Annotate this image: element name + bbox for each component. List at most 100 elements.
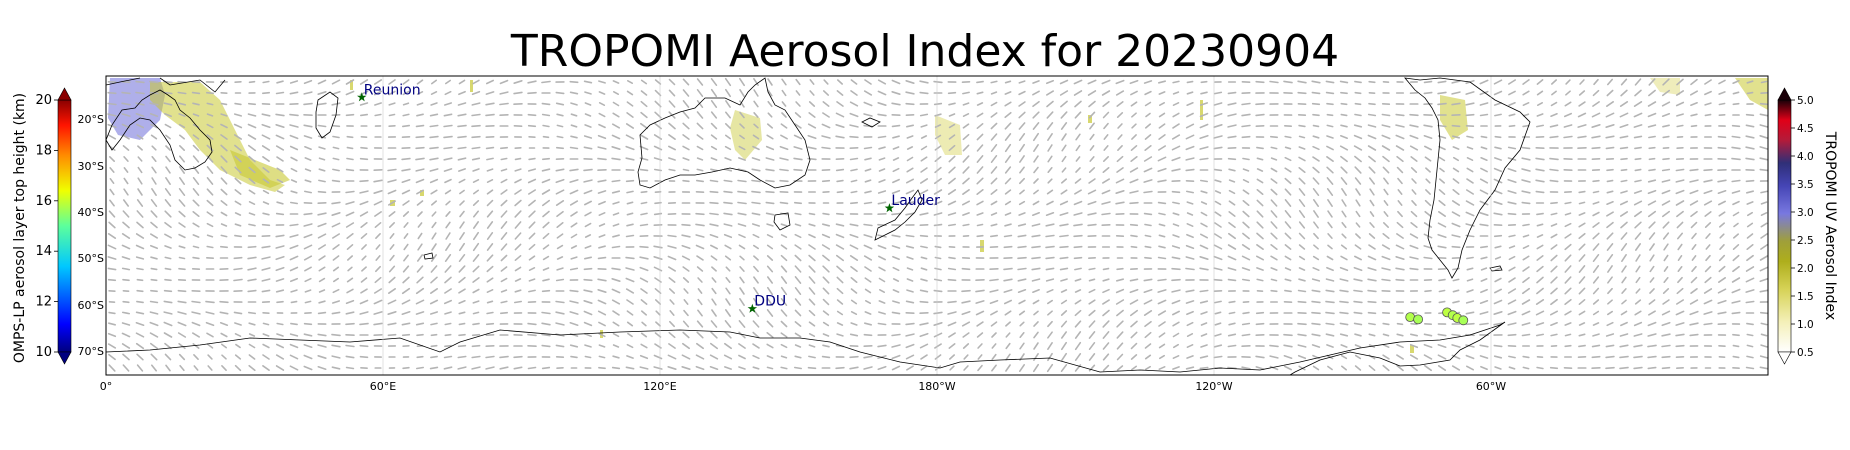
lon-tick-180w: 180°W (918, 380, 955, 393)
wind-arrow (709, 342, 719, 350)
wind-arrow (1493, 212, 1503, 216)
right-colorbar-tick-label: 3.5 (1797, 179, 1814, 191)
wind-arrow (1354, 244, 1362, 250)
wind-arrow (1661, 168, 1671, 172)
wind-arrow (164, 210, 172, 218)
wind-arrow (1311, 333, 1321, 337)
wind-arrow (724, 320, 732, 328)
wind-arrow (1747, 211, 1753, 217)
wind-arrow (107, 256, 117, 260)
wind-arrow (458, 276, 466, 284)
wind-arrow (919, 189, 929, 195)
wind-arrow (1298, 188, 1306, 196)
wind-arrow (430, 322, 438, 326)
wind-arrow (179, 145, 185, 151)
wind-arrow (123, 177, 129, 185)
wind-arrow (1004, 177, 1012, 185)
wind-arrow (1647, 112, 1657, 118)
wind-arrow (737, 201, 747, 205)
wind-arrow (331, 102, 341, 106)
wind-arrow (1690, 221, 1698, 229)
wind-arrow (1312, 188, 1320, 196)
wind-arrow (1507, 168, 1517, 172)
wind-arrow (780, 265, 788, 273)
wind-arrow (822, 298, 830, 306)
wind-arrow (667, 145, 677, 151)
wind-arrow (1089, 122, 1095, 130)
wind-arrow (1339, 322, 1349, 326)
wind-arrow (486, 221, 494, 229)
wind-arrow (303, 255, 313, 261)
wind-arrow (1635, 288, 1641, 294)
wind-arrow (1311, 102, 1321, 106)
wind-arrow (359, 299, 369, 305)
wind-arrow (261, 113, 271, 117)
wind-arrow (1298, 135, 1306, 139)
wind-arrow (1663, 276, 1669, 284)
wind-arrow (360, 288, 368, 294)
wind-arrow (780, 123, 788, 129)
wind-arrow (1213, 102, 1223, 106)
wind-arrow (933, 289, 943, 293)
wind-arrow (795, 90, 801, 96)
wind-arrow (1213, 135, 1223, 139)
wind-arrow (1382, 322, 1390, 326)
wind-arrow (766, 244, 774, 250)
omps-point (1458, 315, 1469, 326)
wind-arrow (177, 311, 187, 315)
wind-arrow (1717, 190, 1727, 194)
wind-arrow (583, 332, 593, 338)
wind-arrow (611, 190, 621, 194)
wind-arrow (961, 321, 971, 327)
wind-arrow (401, 168, 411, 172)
wind-arrow (990, 91, 998, 95)
wind-arrow (1437, 245, 1447, 249)
wind-arrow (920, 245, 928, 249)
wind-arrow (1325, 311, 1335, 315)
wind-arrow (711, 266, 717, 272)
wind-arrow (472, 242, 480, 252)
wind-arrow (1005, 321, 1011, 327)
wind-arrow (1005, 332, 1011, 338)
wind-arrow (1605, 333, 1615, 337)
wind-arrow (822, 265, 830, 273)
wind-arrow (345, 344, 355, 348)
wind-arrow (1172, 366, 1180, 370)
wind-arrow (1437, 102, 1447, 106)
wind-arrow (640, 310, 648, 316)
wind-arrow (1508, 124, 1516, 128)
wind-arrow (1255, 355, 1265, 359)
wind-arrow (696, 331, 704, 339)
wind-arrow (1507, 190, 1517, 194)
wind-arrow (990, 80, 998, 84)
wind-arrow (877, 355, 887, 359)
wind-arrow (808, 309, 816, 317)
wind-arrow (121, 322, 131, 326)
wind-arrow (878, 277, 886, 283)
wind-arrow (177, 102, 187, 106)
wind-arrow (207, 365, 213, 371)
wind-arrow (849, 124, 859, 128)
right-colorbar-ticks: 0.51.01.52.02.53.03.54.04.55.0 (1791, 95, 1814, 359)
wind-arrow (1367, 145, 1377, 151)
wind-arrow (472, 277, 480, 283)
wind-arrow (1088, 309, 1096, 317)
wind-arrow (920, 167, 928, 173)
wind-arrow (752, 331, 760, 339)
wind-arrow (1003, 234, 1013, 238)
wind-arrow (179, 134, 185, 140)
wind-arrow (1355, 188, 1361, 196)
wind-arrow (108, 322, 116, 326)
wind-arrow (389, 254, 395, 262)
wind-arrow (850, 190, 858, 194)
wind-arrow (1551, 90, 1557, 96)
wind-arrow (1074, 289, 1082, 293)
wind-arrow (1172, 234, 1180, 238)
wind-arrow (570, 245, 578, 249)
wind-arrow (443, 355, 453, 359)
wind-arrow (821, 233, 831, 239)
wind-arrow (1536, 79, 1544, 85)
wind-arrow (1704, 79, 1712, 85)
wind-arrow (1018, 133, 1026, 141)
wind-arrow (1383, 188, 1389, 196)
